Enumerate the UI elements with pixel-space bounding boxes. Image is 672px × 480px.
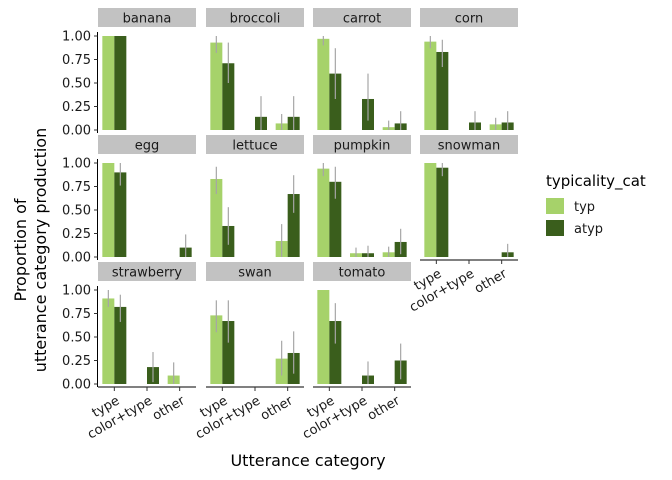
panel-lettuce: lettuce: [206, 135, 304, 257]
bar-carrot-atyp-type: [329, 73, 342, 130]
y-tick-label-egg-1: 0.25: [62, 227, 91, 242]
bar-egg-atyp-type: [114, 172, 127, 257]
strip-broccoli: [206, 8, 304, 27]
x-tick-label-snowman-other: other: [472, 266, 510, 297]
bar-pumpkin-typ-type: [317, 168, 330, 257]
bar-banana-atyp-type: [114, 36, 127, 130]
y-tick-label-strawberry-2: 0.50: [62, 331, 91, 346]
bar-strawberry-atyp-type: [114, 306, 127, 384]
y-tick-label-strawberry-1: 0.25: [62, 354, 91, 369]
y-tick-label-strawberry-3: 0.75: [62, 307, 91, 322]
x-axis-title: Utterance category: [230, 451, 385, 470]
panel-banana: banana 0.00 0.25 0.50 0.75 1.00: [62, 8, 196, 139]
strip-label-snowman: snowman: [438, 139, 500, 154]
legend-swatch-typ: [546, 198, 564, 214]
bar-swan-typ-type: [210, 315, 223, 384]
strip-corn: [420, 8, 518, 27]
bar-swan-atyp-type: [222, 321, 235, 384]
x-tick-label-tomato-other: other: [365, 393, 403, 424]
strip-label-lettuce: lettuce: [232, 139, 277, 154]
bar-lettuce-atyp-other: [287, 194, 300, 257]
panel-pumpkin: pumpkin: [313, 135, 411, 257]
panel-corn: corn: [420, 8, 518, 131]
strip-swan: [206, 262, 304, 281]
strip-tomato: [313, 262, 411, 281]
y-tick-label-egg-2: 0.50: [62, 204, 91, 219]
bar-egg-typ-type: [102, 163, 115, 257]
legend-title: typicality_cat: [546, 172, 646, 191]
strip-label-corn: corn: [455, 12, 483, 27]
legend-label-atyp: atyp: [574, 222, 603, 237]
bar-banana-typ-type: [102, 36, 115, 130]
strip-egg: [98, 135, 196, 154]
strip-label-pumpkin: pumpkin: [334, 139, 391, 154]
panel-strawberry: strawberry0.000.250.500.751.00typecolor+…: [62, 262, 196, 442]
bar-snowman-atyp-type: [436, 167, 449, 257]
x-tick-label-strawberry-other: other: [150, 393, 188, 424]
strip-label-strawberry: strawberry: [112, 266, 183, 281]
panel-carrot: carrot: [313, 8, 411, 130]
y-tick-label-strawberry-4: 1.00: [62, 284, 91, 299]
y-axis-title-line-1: Proportion of: [11, 198, 30, 301]
bar-tomato-atyp-type: [329, 321, 342, 384]
strip-label-banana: banana: [123, 12, 172, 27]
bar-snowman-typ-type: [424, 163, 437, 257]
y-tick-label-banana-1: 0.25: [62, 100, 91, 115]
y-tick-label-banana-2: 0.50: [62, 77, 91, 92]
bar-broccoli-typ-type: [210, 42, 223, 130]
y-axis-title-line-2: utterance category production: [31, 128, 50, 373]
y-tick-label-egg-4: 1.00: [62, 157, 91, 172]
strip-label-broccoli: broccoli: [230, 12, 281, 27]
bar-corn-atyp-type: [436, 51, 449, 131]
bar-corn-typ-type: [424, 41, 437, 130]
legend-swatch-atyp: [546, 220, 564, 236]
y-tick-label-egg-3: 0.75: [62, 180, 91, 195]
panel-broccoli: broccoli: [206, 8, 304, 131]
bar-tomato-typ-type: [317, 290, 330, 384]
strip-banana: [98, 8, 196, 27]
bar-strawberry-typ-type: [102, 298, 115, 384]
strip-carrot: [313, 8, 411, 27]
strip-snowman: [420, 135, 518, 154]
y-axis-title: Proportion of utterance category product…: [11, 128, 50, 373]
bar-lettuce-typ-type: [210, 178, 223, 257]
panel-egg: egg 0.00 0.25 0.50 0.75 1.00: [62, 135, 196, 266]
y-tick-label-egg-0: 0.00: [62, 251, 91, 266]
bar-carrot-typ-type: [317, 38, 330, 130]
strip-label-carrot: carrot: [343, 12, 381, 27]
x-tick-label-swan-other: other: [258, 393, 296, 424]
strip-label-egg: egg: [135, 139, 160, 154]
bar-pumpkin-atyp-type: [329, 181, 342, 257]
legend: typicality_cat typ atyp: [546, 172, 646, 237]
strip-pumpkin: [313, 135, 411, 154]
strip-strawberry: [98, 262, 196, 281]
bar-broccoli-atyp-type: [222, 63, 235, 131]
y-tick-label-banana-4: 1.00: [62, 30, 91, 45]
legend-label-typ: typ: [574, 200, 595, 215]
strip-label-swan: swan: [238, 266, 272, 281]
facet-panels: banana 0.00 0.25 0.50 0.75 1.00 broccoli carrot…: [62, 8, 518, 442]
y-tick-label-strawberry-0: 0.00: [62, 378, 91, 393]
strip-label-tomato: tomato: [339, 266, 386, 281]
y-tick-label-banana-3: 0.75: [62, 53, 91, 68]
strip-lettuce: [206, 135, 304, 154]
y-tick-label-banana-0: 0.00: [62, 124, 91, 139]
